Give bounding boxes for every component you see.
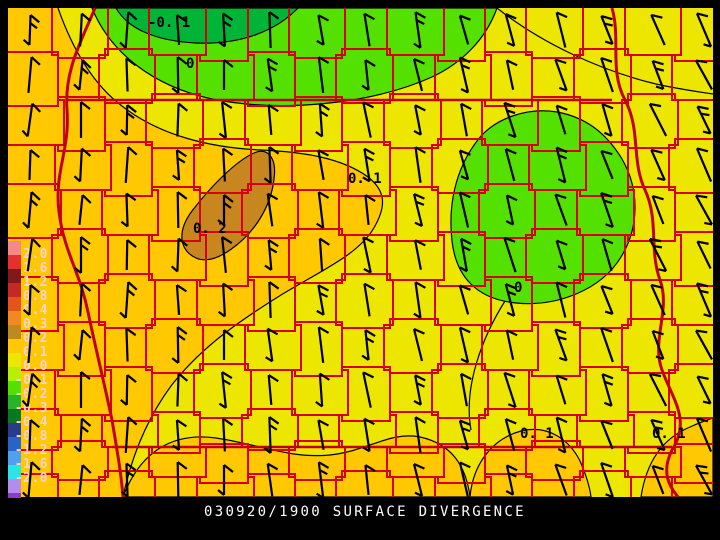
county-line <box>8 318 713 332</box>
county-line <box>8 228 713 242</box>
contour-label-01-corner: 0. 1 <box>652 426 686 442</box>
colorbar-label: 0.3 <box>23 317 48 332</box>
colorbar-label: -2.0 <box>14 471 48 486</box>
colorbar-label: -0.1 <box>14 373 48 388</box>
contour-label-neg01: -0. 1 <box>148 15 191 31</box>
colorbar-cell <box>8 325 21 339</box>
colorbar-cell <box>8 465 21 479</box>
colorbar-label: 0.2 <box>23 331 48 346</box>
map-caption: 030920/1900 SURFACE DIVERGENCE <box>204 504 526 520</box>
colorbar-label: -1.6 <box>14 457 48 472</box>
colorbar-cell <box>8 339 21 353</box>
contour-label-zero-top: 0 <box>186 56 195 72</box>
colorbar-cell <box>8 409 21 423</box>
contour-label-zero-east: 0 <box>514 280 523 296</box>
state-borders <box>56 8 682 497</box>
colorbar-cell <box>8 311 21 325</box>
colorbar-cell <box>8 423 21 437</box>
contour-label-02-blob: 0. 2 <box>193 221 227 237</box>
green-region-east <box>450 110 636 305</box>
colorbar-cell <box>8 367 21 381</box>
colorbar-label: 0.1 <box>23 345 48 360</box>
contour-label-01-west: 0. 1 <box>348 171 382 187</box>
county-line <box>8 273 713 287</box>
colorbar-cell <box>8 241 21 255</box>
colorbar-cell <box>8 451 21 465</box>
colorbar-cell <box>8 255 21 269</box>
colorbar-label: -0.4 <box>14 415 48 430</box>
colorbar-label: 0.0 <box>23 359 48 374</box>
colorbar-cell <box>8 283 21 297</box>
colorbar-cell <box>8 479 21 493</box>
gold-region-bottom-center <box>122 435 471 497</box>
county-line <box>8 363 713 377</box>
contour-label-01-bottom: 0. 1 <box>520 426 554 442</box>
mississippi-river-border <box>610 8 682 497</box>
colorbar-label: 1.6 <box>23 261 48 276</box>
colorbar-label: 2.0 <box>23 247 48 262</box>
colorbar-cell <box>8 437 21 451</box>
colorbar-label: -0.2 <box>14 387 48 402</box>
colorbar-label: -1.2 <box>14 443 48 458</box>
missouri-river-border <box>56 8 125 497</box>
colorbar-label: -0.8 <box>14 429 48 444</box>
colorbar-label: 0.8 <box>23 289 48 304</box>
colorbar-label: 0.4 <box>23 303 48 318</box>
colorbar-cell <box>8 395 21 409</box>
colorbar-cell <box>8 297 21 311</box>
county-line <box>8 48 713 62</box>
colorbar-cell <box>8 269 21 283</box>
colorbar-cell <box>8 381 21 395</box>
colorbar-label: 1.2 <box>23 275 48 290</box>
colorbar-label: -0.3 <box>14 401 48 416</box>
colorbar-cell <box>8 493 21 498</box>
county-line <box>8 138 713 152</box>
county-line <box>51 8 65 497</box>
colorbar-cell <box>8 353 21 367</box>
divergence-colorbar <box>8 241 21 498</box>
